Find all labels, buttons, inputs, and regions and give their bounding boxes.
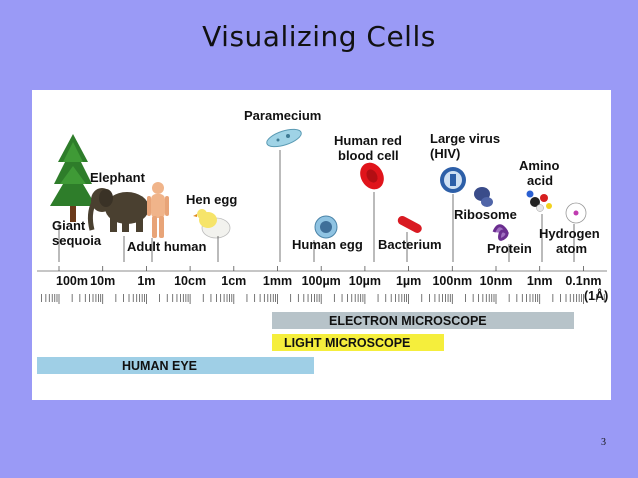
label-ribosome: Ribosome <box>454 207 517 222</box>
human-egg-icon <box>314 215 338 239</box>
size-scale-diagram: Giant sequoia Elephant Adult human Hen e… <box>32 90 611 400</box>
elephant-icon <box>87 188 149 232</box>
human-eye-bar <box>37 357 314 374</box>
label-hydrogen-atom-line2: atom <box>556 241 587 256</box>
scale-tick-label: 1m <box>137 274 155 288</box>
label-red-blood-cell-line1: Human red <box>334 133 402 148</box>
label-adult-human: Adult human <box>127 239 206 254</box>
electron-microscope-bar <box>272 312 574 329</box>
label-giant-sequoia-line2: sequoia <box>52 233 102 248</box>
scale-tick-label: 1cm <box>221 274 246 288</box>
light-microscope-bar <box>272 334 444 351</box>
label-hydrogen-atom-line1: Hydrogen <box>539 226 600 241</box>
scale-tick-label: 100m <box>56 274 88 288</box>
virus-icon <box>440 167 466 193</box>
paramecium-icon <box>266 128 302 148</box>
scale-tick-label: 100µm <box>302 274 341 288</box>
scale-tick-label: 10µm <box>349 274 381 288</box>
scale-tick-label: 10nm <box>480 274 513 288</box>
scale-tick-label: 10m <box>90 274 115 288</box>
scale-tick-label: 0.1nm <box>565 274 601 288</box>
label-human-egg: Human egg <box>292 237 363 252</box>
red-blood-cell-icon <box>360 162 384 190</box>
hydrogen-atom-icon <box>565 202 587 224</box>
scale-tick-label: 1nm <box>527 274 553 288</box>
electron-microscope-label: ELECTRON MICROSCOPE <box>329 314 487 328</box>
amino-acid-icon <box>526 190 552 212</box>
scale-tick-label: 10cm <box>174 274 206 288</box>
major-ticks <box>58 266 584 271</box>
label-red-blood-cell-line2: blood cell <box>338 148 399 163</box>
label-giant-sequoia-line1: Giant <box>52 218 86 233</box>
tree-icon <box>50 134 96 222</box>
label-amino-acid-line1: Amino <box>519 158 560 173</box>
bacterium-icon <box>397 215 422 233</box>
ribosome-icon <box>474 187 493 207</box>
label-large-virus-line1: Large virus <box>430 131 500 146</box>
scale-tick-label: 1µm <box>396 274 421 288</box>
label-amino-acid-line2: acid <box>527 173 553 188</box>
page-number: 3 <box>601 437 606 448</box>
protein-icon <box>492 224 510 241</box>
scale-tick-label: 100nm <box>432 274 472 288</box>
label-paramecium: Paramecium <box>244 108 321 123</box>
hen-egg-icon <box>193 209 231 239</box>
slide-title: Visualizing Cells <box>202 20 436 53</box>
label-elephant: Elephant <box>90 170 146 185</box>
label-bacterium: Bacterium <box>378 237 442 252</box>
human-figure-icon <box>147 182 169 238</box>
label-large-virus-line2: (HIV) <box>430 146 460 161</box>
light-microscope-label: LIGHT MICROSCOPE <box>284 336 410 350</box>
log-minor-ticks <box>41 294 605 304</box>
label-protein: Protein <box>487 241 532 256</box>
scale-tick-label: 1mm <box>263 274 292 288</box>
human-eye-label: HUMAN EYE <box>122 359 197 373</box>
label-hen-egg: Hen egg <box>186 192 237 207</box>
scale-tick-labels: 100m 10m 1m 10cm 1cm 1mm 100µm 10µm 1µm 100nm 10nm… <box>56 274 601 288</box>
connector-lines <box>58 150 575 262</box>
